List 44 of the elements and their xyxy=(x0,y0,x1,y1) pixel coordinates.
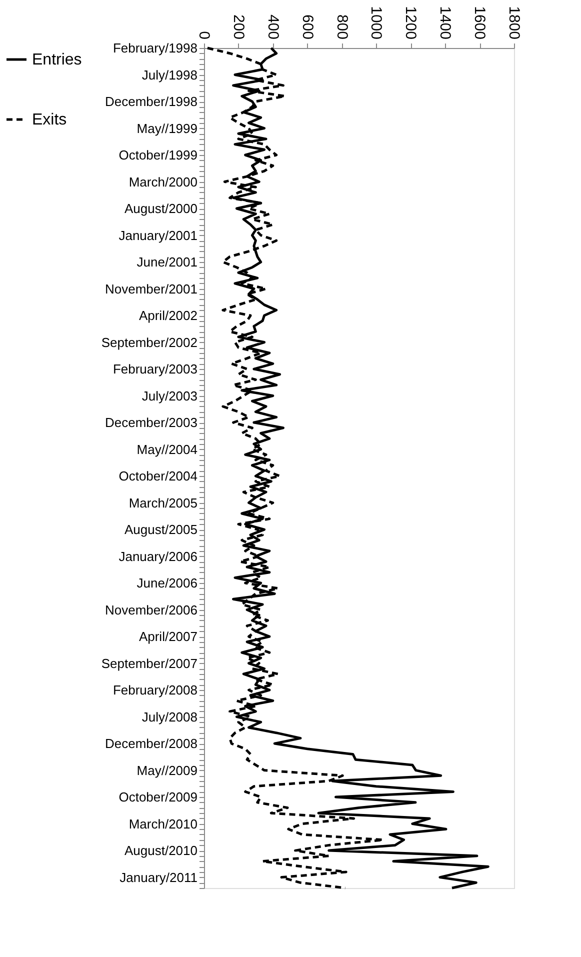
x-tick-label: 0 xyxy=(196,31,212,40)
x-tick-label: 1400 xyxy=(436,6,454,40)
x-tick-label: 400 xyxy=(264,14,282,40)
y-tick-label: September/2007 xyxy=(101,656,198,671)
x-tick-label: 1200 xyxy=(402,6,420,40)
y-tick-label: September/2002 xyxy=(101,334,198,350)
x-tick-label: 800 xyxy=(333,14,350,40)
y-tick-label: March/2000 xyxy=(128,174,198,190)
y-tick-label: July/2008 xyxy=(142,709,198,724)
y-tick-label: February/2008 xyxy=(112,682,198,698)
y-tick-label: May//1999 xyxy=(136,120,198,136)
y-tick-label: February/2003 xyxy=(112,362,198,377)
y-tick-label: October/2009 xyxy=(118,790,198,805)
y-tick-label: March/2005 xyxy=(128,495,198,510)
y-tick-label: October/2004 xyxy=(118,468,198,484)
y-tick-label: January/2011 xyxy=(120,870,198,885)
x-tick-label: 1800 xyxy=(506,6,522,40)
y-tick-label: November/2001 xyxy=(105,281,198,296)
legend-label: Entries xyxy=(32,52,82,68)
x-tick-label: 200 xyxy=(230,14,247,40)
y-tick-label: October/1999 xyxy=(118,148,198,163)
y-tick-label: November/2006 xyxy=(105,602,198,618)
y-tick-label: June/2001 xyxy=(136,254,198,270)
x-tick-label: 1000 xyxy=(368,6,385,40)
y-tick-label: July/2003 xyxy=(142,388,198,404)
y-tick-label: December/2003 xyxy=(105,415,198,430)
y-tick-label: January/2006 xyxy=(118,548,198,564)
y-tick-label: August/2000 xyxy=(124,201,198,216)
y-tick-label: August/2005 xyxy=(124,522,198,538)
y-tick-label: March/2010 xyxy=(128,816,198,832)
y-tick-label: April/2002 xyxy=(138,308,198,324)
y-tick-label: December/2008 xyxy=(105,736,198,752)
x-tick-label: 1600 xyxy=(471,6,488,40)
legend-label: Exits xyxy=(32,112,67,128)
y-tick-label: December/1998 xyxy=(105,94,198,110)
x-tick-label: 600 xyxy=(298,14,316,40)
y-tick-label: January/2001 xyxy=(118,228,198,243)
y-tick-label: August/2010 xyxy=(124,843,198,858)
y-tick-label: May//2004 xyxy=(136,442,198,457)
y-tick-label: May//2009 xyxy=(136,762,198,778)
y-tick-label: July/1998 xyxy=(142,67,198,82)
y-tick-label: April/2007 xyxy=(138,629,198,644)
y-tick-label: June/2006 xyxy=(136,576,198,591)
y-tick-label: February/1998 xyxy=(112,40,198,56)
